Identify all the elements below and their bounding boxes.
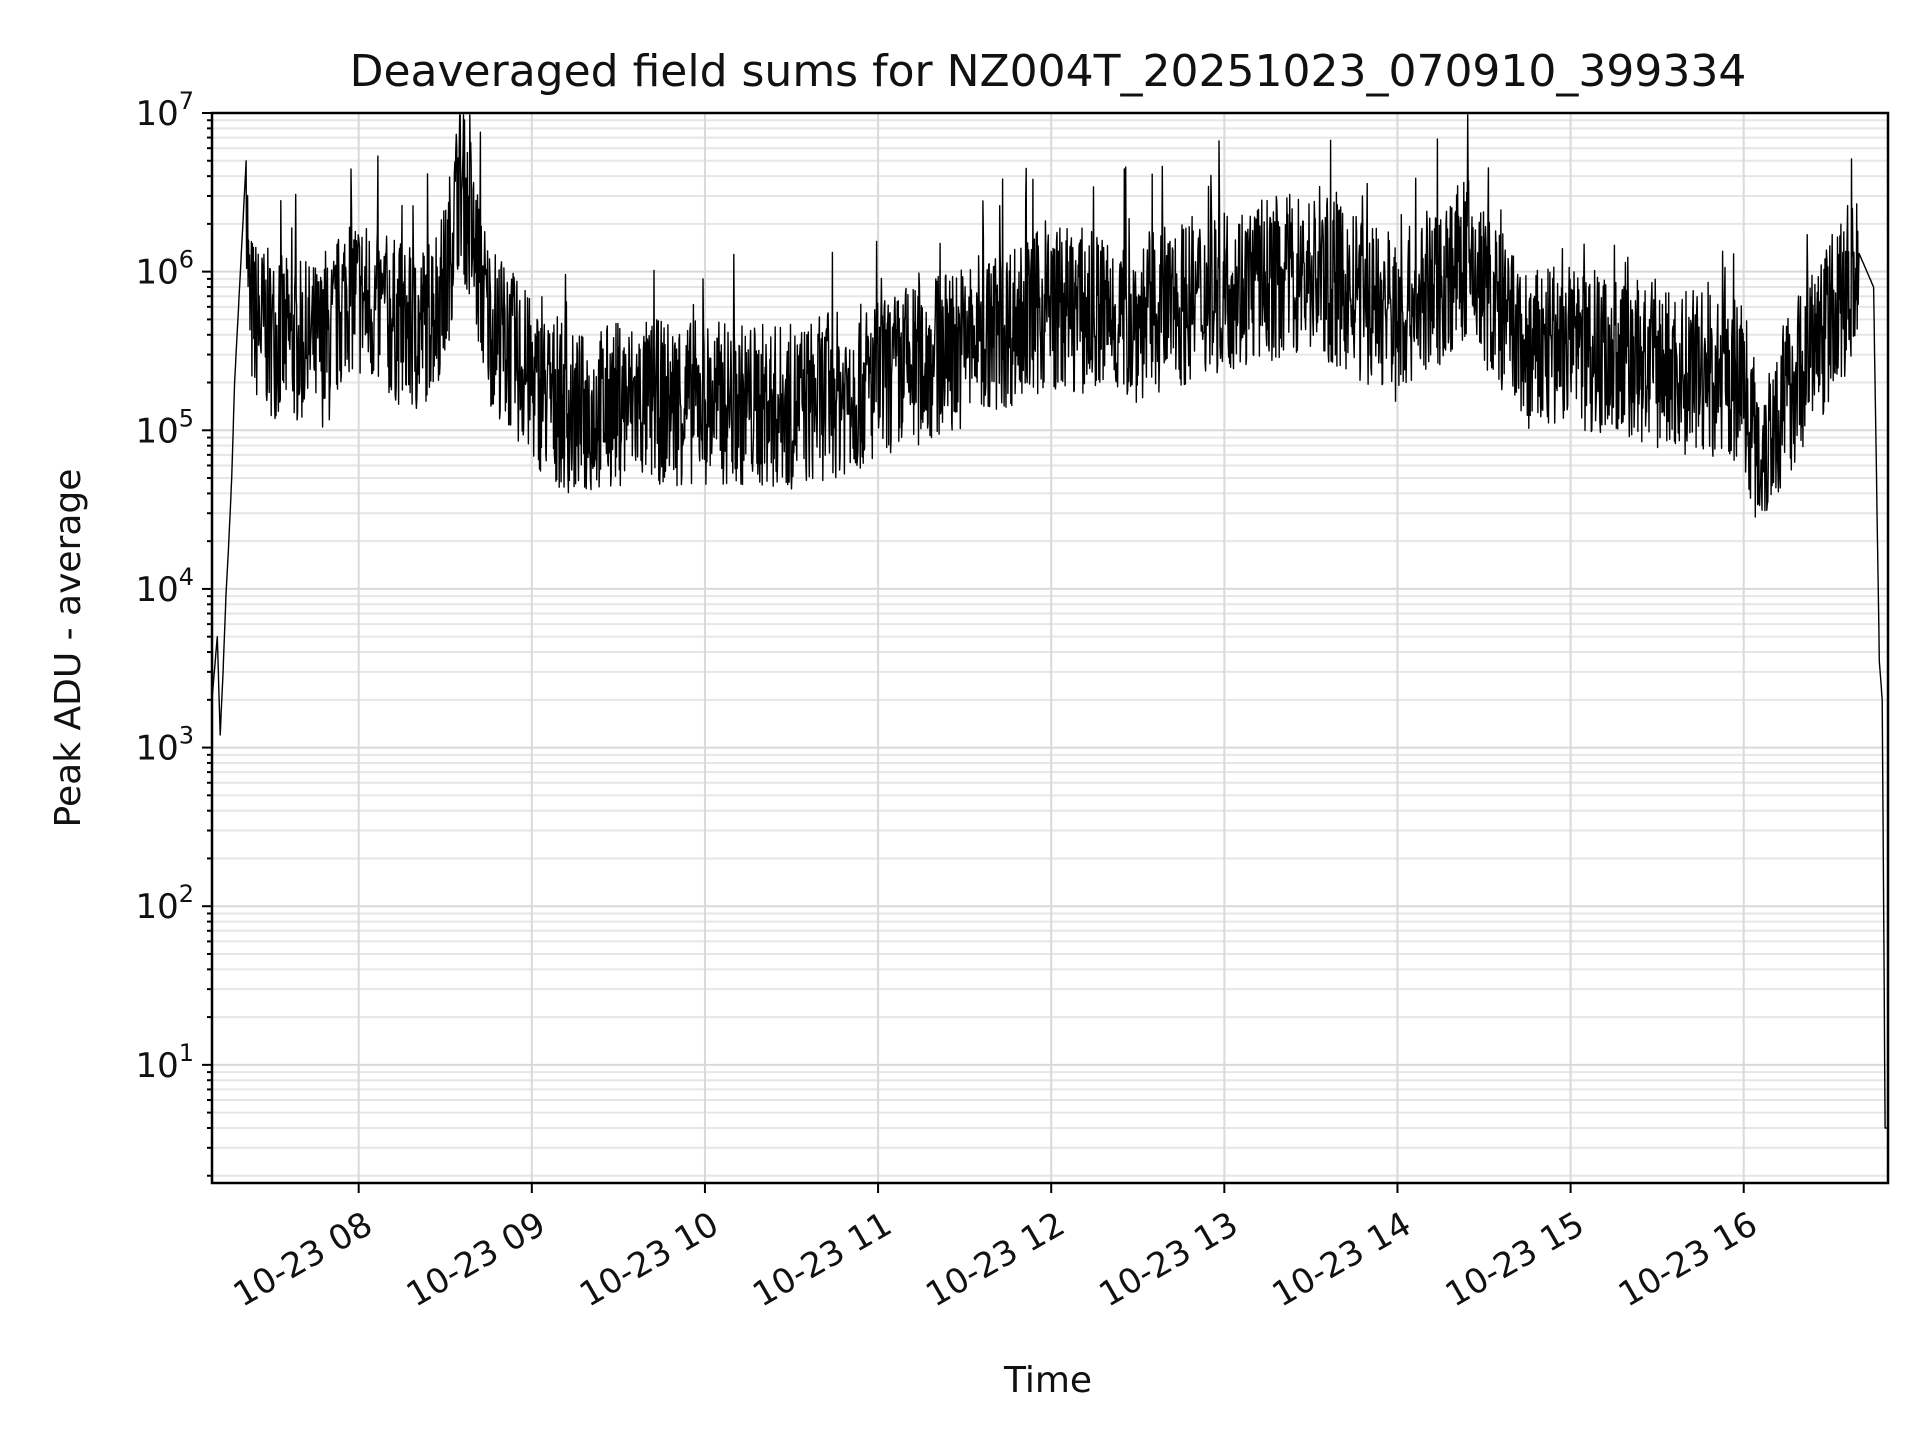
x-tick-label: 10-23 13 [1092, 1204, 1244, 1315]
y-tick-label-exponent: 4 [179, 563, 194, 591]
y-tick-label-base: 10 [135, 94, 178, 134]
y-tick-label: 107 [135, 87, 194, 134]
y-tick-label-exponent: 5 [179, 404, 194, 432]
x-tick-label: 10-23 16 [1612, 1204, 1764, 1315]
x-tick-label: 10-23 15 [1439, 1204, 1591, 1315]
y-tick-label-base: 10 [135, 411, 178, 451]
chart-title: Deaveraged field sums for NZ004T_2025102… [350, 46, 1747, 97]
series-line [211, 114, 1889, 1129]
y-tick-label: 104 [135, 563, 194, 610]
x-tick-label: 10-23 12 [919, 1204, 1071, 1315]
y-tick-label: 105 [135, 404, 194, 451]
x-tick-label: 10-23 14 [1266, 1204, 1418, 1315]
y-tick-label: 101 [135, 1039, 194, 1086]
x-axis-label: Time [1003, 1360, 1092, 1401]
x-tick-label: 10-23 09 [400, 1204, 552, 1315]
x-tick-label: 10-23 08 [227, 1204, 379, 1315]
y-tick-label-exponent: 6 [179, 246, 194, 274]
y-tick-label-base: 10 [135, 729, 178, 769]
y-tick-label-exponent: 1 [179, 1039, 194, 1067]
plot-frame [210, 111, 1890, 1185]
y-tick-label-exponent: 3 [179, 722, 194, 750]
x-tick-label: 10-23 11 [746, 1204, 898, 1315]
y-tick-label-exponent: 2 [179, 880, 194, 908]
y-axis-label: Peak ADU - average [48, 469, 89, 828]
y-tick-label: 102 [135, 880, 194, 927]
y-tick-label: 103 [135, 722, 194, 769]
y-tick-label-base: 10 [135, 253, 178, 293]
x-tick-label: 10-23 10 [573, 1204, 725, 1315]
y-tick-label-exponent: 7 [179, 87, 194, 115]
y-tick-label-base: 10 [135, 887, 178, 927]
y-tick-label-base: 10 [135, 570, 178, 610]
y-tick-label: 106 [135, 246, 194, 293]
y-tick-label-base: 10 [135, 1046, 178, 1086]
